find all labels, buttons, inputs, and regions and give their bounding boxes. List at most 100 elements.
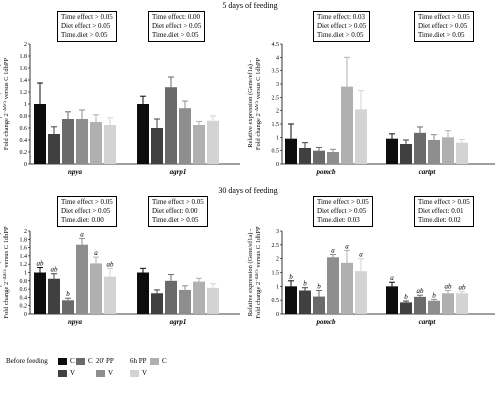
stats-box-30d-pomcb: Time effect > 0.05 Diet effect > 0.05 Ti… — [313, 196, 373, 227]
bar — [90, 122, 102, 164]
x-category-label: npya — [68, 318, 83, 326]
y-tick-label: 2 — [276, 109, 279, 115]
y-tick-label: 1.8 — [20, 237, 28, 243]
bar — [456, 293, 468, 314]
stats-line: Time effect > 0.05 — [152, 198, 204, 206]
bar — [341, 262, 353, 314]
significance-letter: b — [66, 290, 70, 298]
y-tick-label: 1.4 — [20, 254, 28, 260]
bar — [428, 140, 440, 164]
x-category-label: agrp1 — [170, 318, 187, 326]
bar — [62, 119, 74, 164]
bar — [137, 104, 149, 164]
significance-letter: ab — [107, 260, 115, 268]
stats-line: Time.diet > 0.05 — [61, 31, 108, 39]
legend-item-20pp-c: C — [76, 357, 93, 365]
bar — [76, 244, 88, 314]
bar — [207, 120, 219, 164]
y-tick-label: 0.8 — [20, 114, 28, 120]
y-tick-label: 0.5 — [272, 149, 280, 155]
bar — [179, 289, 191, 314]
bar — [386, 138, 398, 164]
y-tick-label: 4.5 — [272, 42, 280, 48]
stats-box-5d-npya: Time effect > 0.05 Diet effect > 0.05 Ti… — [57, 11, 117, 42]
x-category-label: npya — [68, 168, 83, 176]
y-tick-label: 0 — [24, 162, 27, 168]
stats-box-30d-cartpt: Time effect > 0.05 Diet effect: 0.01 Tim… — [414, 196, 474, 227]
significance-letter: a — [390, 274, 394, 282]
bar — [414, 296, 426, 314]
stats-line: Diet effect > 0.05 — [418, 22, 468, 30]
bar — [34, 272, 46, 314]
section-title-30-days: 30 days of feeding — [218, 186, 278, 195]
significance-letter: a — [331, 247, 335, 255]
significance-letter: ab — [445, 282, 453, 290]
y-tick-label: 0.6 — [20, 287, 28, 293]
significance-letter: a — [80, 230, 84, 238]
bar — [207, 287, 219, 314]
stats-line: Time.diet: 0.02 — [418, 216, 461, 224]
stats-box-5d-cartpt: Time effect > 0.05 Diet effect > 0.05 Ti… — [414, 11, 474, 42]
x-category-label: pomcb — [315, 168, 336, 176]
y-axis-label: Relative expression (Gene/ef1a) - — [0, 229, 2, 317]
y-axis-label: Relative expression (Gene/ef1a) - — [0, 60, 2, 148]
bar — [48, 278, 60, 314]
y-tick-label: 1.4 — [20, 78, 28, 84]
bar — [151, 293, 163, 314]
y-tick-label: 0.2 — [20, 150, 28, 156]
bar — [62, 300, 74, 314]
significance-letter: b — [289, 273, 293, 281]
bar — [193, 125, 205, 164]
y-tick-label: 1 — [276, 135, 279, 141]
y-tick-label: 0 — [276, 312, 279, 318]
significance-letter: a — [359, 251, 363, 259]
y-axis-label: Fold change 2−ΔΔCt versus C 1dhPP — [2, 58, 10, 151]
y-tick-label: 1.2 — [20, 262, 28, 268]
significance-letter: b — [317, 282, 321, 290]
y-tick-label: 0.4 — [20, 138, 28, 144]
y-tick-label: 2.5 — [272, 95, 280, 101]
significance-letter: b — [404, 293, 408, 301]
stats-line: Time effect > 0.05 — [418, 198, 470, 206]
y-axis-label: Relative expression (Gene/ef1a) - — [247, 60, 254, 148]
y-tick-label: 2 — [276, 257, 279, 263]
bar — [442, 137, 454, 164]
legend-group-6hpp: 6h PP — [130, 357, 147, 365]
legend-label: V — [108, 369, 114, 377]
y-axis-label: Fold change 2−ΔΔCt versus C 1dhPP — [254, 58, 262, 151]
significance-letter: b — [432, 291, 436, 299]
y-tick-label: 0.5 — [272, 298, 280, 304]
stats-line: Diet effect > 0.05 — [61, 207, 111, 215]
legend-swatch — [58, 357, 67, 365]
stats-line: Time effect: 0.00 — [152, 13, 201, 21]
x-category-label: cartpt — [419, 168, 437, 176]
legend-swatch — [150, 357, 159, 365]
bar — [90, 263, 102, 314]
stats-line: Diet effect > 0.05 — [61, 22, 111, 30]
bar — [34, 104, 46, 164]
stats-line: Diet effect > 0.05 — [317, 22, 367, 30]
stats-line: Time.diet > 0.05 — [317, 31, 364, 39]
stats-line: Time.diet: 0.03 — [317, 216, 360, 224]
bar — [179, 108, 191, 164]
bar — [76, 119, 88, 164]
legend-item-6hpp-v: V — [130, 369, 147, 377]
significance-letter: ab — [417, 287, 425, 295]
y-axis-label: Fold change 2−ΔΔCt versus C 1dhPP — [254, 226, 262, 319]
bar — [104, 276, 116, 314]
y-tick-label: 2.5 — [272, 243, 280, 249]
y-tick-label: 1.2 — [20, 90, 28, 96]
bar — [137, 272, 149, 314]
legend-group-before-feeding: Before feeding — [6, 357, 48, 365]
section-title-5-days: 5 days of feeding — [222, 1, 278, 10]
y-tick-label: 0.2 — [20, 304, 28, 310]
bar — [104, 125, 116, 164]
y-tick-label: 1 — [276, 284, 279, 290]
significance-letter: ab — [37, 260, 45, 268]
bar — [456, 142, 468, 164]
bar — [285, 286, 297, 314]
y-tick-label: 0.6 — [20, 126, 28, 132]
stats-box-5d-pomcb: Time effect: 0.03 Diet effect > 0.05 Tim… — [313, 11, 371, 42]
y-tick-label: 1 — [24, 271, 27, 277]
